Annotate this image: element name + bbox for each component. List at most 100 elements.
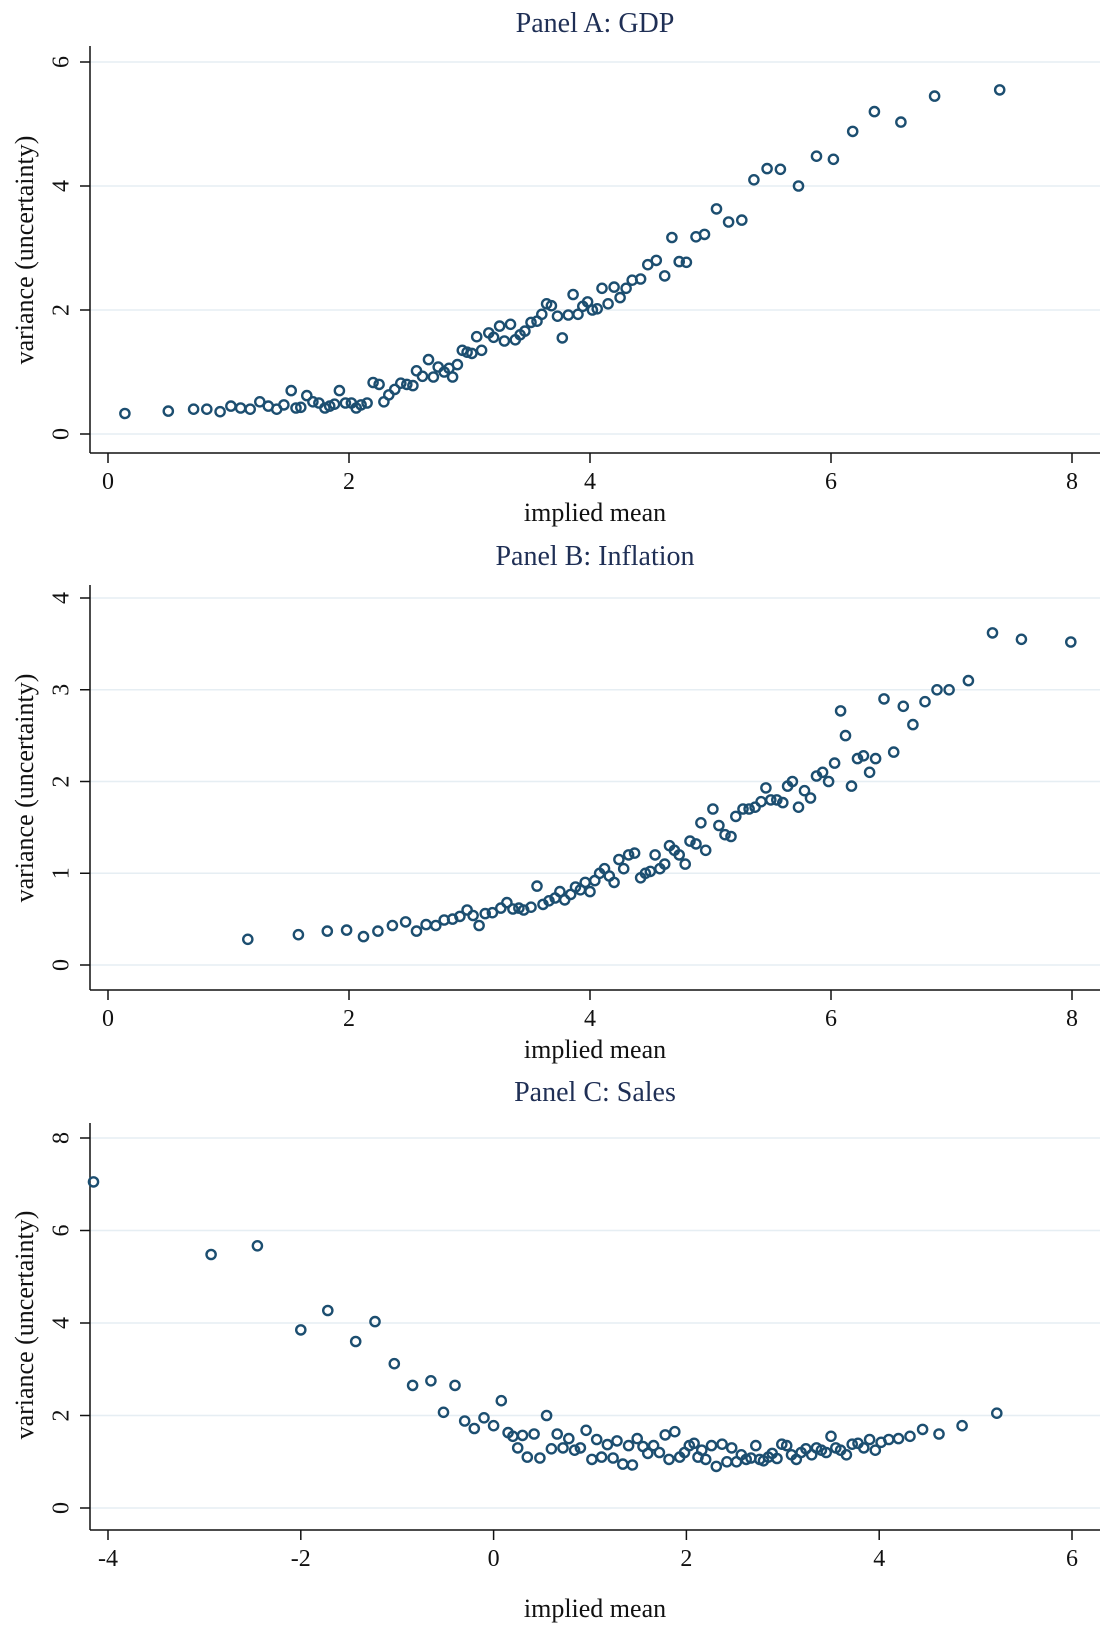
data-point [608, 876, 620, 889]
y-tick-label: 3 [48, 684, 74, 696]
data-point [479, 907, 492, 920]
data-point [614, 291, 626, 304]
data-point [626, 1459, 639, 1471]
data-point [719, 828, 731, 841]
data-point [658, 270, 671, 282]
panel-b-ticks: 0 1 2 3 4 0 2 4 6 8 [48, 592, 1078, 1032]
data-point [1015, 633, 1028, 646]
data-point [846, 1438, 859, 1450]
data-point [386, 919, 399, 932]
x-tick-label: 4 [584, 1006, 596, 1032]
data-point [705, 1439, 718, 1452]
data-point [475, 344, 488, 357]
panel-b: Panel B: Inflation 0 1 2 3 4 0 2 4 6 8 implied me… [10, 541, 1100, 1064]
data-point [907, 718, 919, 731]
data-point [690, 838, 702, 850]
data-point [373, 378, 385, 391]
data-point [525, 316, 537, 329]
data-point [771, 794, 783, 806]
data-point [290, 402, 302, 414]
data-point [755, 795, 767, 808]
data-point [611, 1435, 623, 1447]
panel-b-ylabel: variance (uncertainty) [10, 674, 39, 903]
data-point [528, 1428, 540, 1440]
data-point [563, 1432, 575, 1445]
data-point [680, 256, 693, 269]
data-point [956, 1419, 968, 1432]
data-point [608, 281, 620, 293]
data-point [878, 693, 890, 705]
x-tick-label: 4 [873, 1546, 885, 1572]
data-point [800, 1443, 812, 1455]
data-point [892, 1432, 905, 1445]
data-point [294, 401, 307, 414]
data-point [406, 1379, 419, 1392]
y-tick-label: 8 [48, 1132, 74, 1144]
data-point [628, 847, 641, 859]
x-tick-label: 6 [825, 469, 837, 495]
y-tick-label: 1 [48, 867, 74, 879]
y-tick-label: 4 [48, 592, 74, 604]
data-point [162, 405, 175, 417]
x-tick-label: 0 [488, 1546, 500, 1572]
data-point [986, 627, 999, 639]
data-point [470, 330, 483, 343]
data-point [355, 399, 367, 411]
x-tick-label: 2 [680, 1546, 692, 1572]
data-point [420, 918, 432, 931]
data-point [562, 309, 575, 321]
panel-c-grid [90, 1137, 1100, 1509]
data-point [765, 794, 777, 806]
data-point [617, 862, 630, 875]
data-point [507, 903, 519, 915]
data-point [321, 925, 334, 937]
data-point [574, 1442, 587, 1454]
data-point [688, 1437, 700, 1450]
data-point [760, 782, 772, 794]
data-point [487, 1419, 500, 1432]
data-point [707, 803, 719, 815]
data-point [294, 1324, 307, 1336]
y-tick-label: 6 [48, 56, 74, 68]
panel-c-xlabel: implied mean [524, 1594, 666, 1623]
data-point [786, 775, 799, 788]
data-point [851, 752, 864, 765]
data-point [333, 384, 346, 397]
data-point [798, 784, 811, 797]
data-point [736, 214, 748, 226]
data-point [234, 402, 247, 414]
data-point [897, 700, 910, 713]
data-point [828, 757, 841, 769]
data-point [596, 282, 608, 295]
data-point [993, 84, 1006, 96]
data-point [595, 1451, 608, 1463]
data-point [367, 376, 379, 389]
data-point [429, 919, 442, 932]
data-point [869, 1444, 882, 1456]
data-point [857, 750, 870, 762]
data-point [933, 1428, 945, 1440]
data-point [584, 885, 596, 898]
data-point [869, 752, 882, 765]
data-point [991, 1407, 1003, 1419]
data-point [458, 1415, 471, 1427]
data-point [721, 1456, 733, 1468]
y-tick-label: 0 [48, 428, 74, 440]
data-point [545, 299, 558, 312]
data-point [427, 371, 440, 383]
data-point [568, 1444, 581, 1456]
x-tick-label: 2 [343, 1006, 355, 1032]
y-tick-label: 4 [48, 180, 74, 192]
data-point [454, 910, 466, 923]
data-point [647, 1439, 660, 1452]
data-point [388, 383, 401, 396]
data-point [777, 796, 789, 809]
data-point [822, 775, 835, 788]
data-point [591, 302, 604, 315]
data-point [511, 1442, 524, 1454]
data-point [214, 405, 226, 418]
data-point [307, 395, 319, 408]
data-point [321, 1304, 334, 1317]
data-point [449, 1379, 461, 1392]
